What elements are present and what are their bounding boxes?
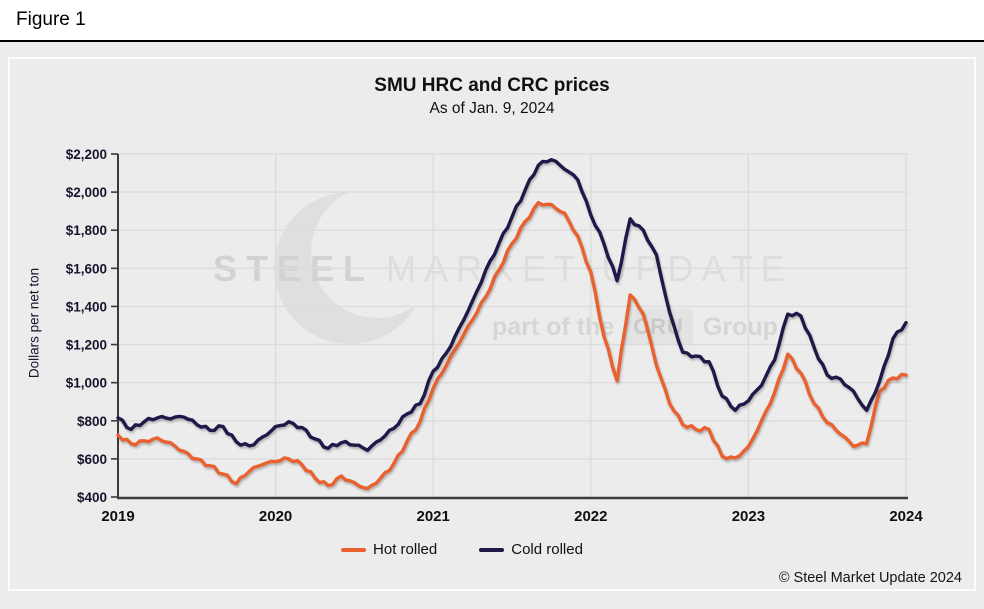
legend-label-cold-rolled: Cold rolled	[511, 541, 583, 558]
legend-item-cold-rolled: Cold rolled	[479, 541, 583, 558]
chart-subtitle: As of Jan. 9, 2024	[429, 100, 555, 117]
figure-label: Figure 1	[16, 9, 86, 30]
series-line-hot-rolled	[116, 200, 908, 491]
svg-text:2019: 2019	[101, 508, 134, 525]
chart-panel: SMU HRC and CRC prices As of Jan. 9, 202…	[8, 57, 976, 591]
cold-rolled-line-swatch	[479, 547, 505, 552]
svg-text:$2,200: $2,200	[66, 147, 107, 162]
svg-text:2021: 2021	[417, 508, 450, 525]
svg-text:$1,800: $1,800	[66, 223, 107, 238]
chart-legend: Hot rolled Cold rolled	[10, 541, 974, 558]
svg-text:2024: 2024	[889, 508, 923, 525]
svg-text:2023: 2023	[732, 508, 765, 525]
svg-text:$2,000: $2,000	[66, 185, 107, 200]
price-line-chart: $400 $600 $800 $1,000 $1,200 $1,400 $1,600 $1,8…	[66, 147, 924, 525]
svg-text:$400: $400	[77, 490, 107, 505]
svg-text:2020: 2020	[259, 508, 292, 525]
legend-label-hot-rolled: Hot rolled	[373, 541, 438, 558]
watermark-tagline-prefix: part of the	[492, 312, 615, 341]
svg-text:$800: $800	[77, 414, 107, 429]
cru-logo: CRU	[624, 309, 693, 345]
hot-rolled-line-swatch	[341, 547, 367, 552]
legend-item-hot-rolled: Hot rolled	[341, 541, 437, 558]
y-axis-title: Dollars per net ton	[26, 267, 42, 379]
svg-text:$1,200: $1,200	[66, 338, 107, 353]
svg-text:$1,000: $1,000	[66, 376, 107, 391]
svg-text:$600: $600	[77, 452, 107, 467]
copyright-notice: © Steel Market Update 2024	[778, 570, 962, 586]
figure-header: Figure 1	[0, 0, 984, 42]
svg-text:$1,600: $1,600	[66, 261, 107, 276]
svg-text:$1,400: $1,400	[66, 299, 107, 314]
series-line-cold-rolled	[116, 157, 908, 452]
watermark-tagline: part of the CRU Group	[492, 309, 778, 345]
chart-title: SMU HRC and CRC prices	[374, 75, 610, 96]
watermark-tagline-suffix: Group	[702, 312, 778, 341]
svg-text:2022: 2022	[574, 508, 607, 525]
